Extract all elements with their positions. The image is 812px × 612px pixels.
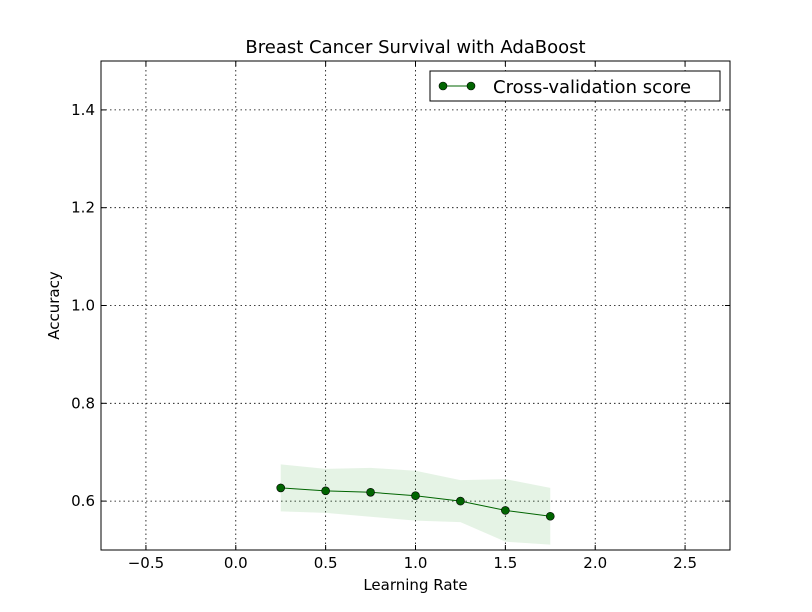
series-group (276, 483, 555, 521)
y-tick-label: 1.0 (71, 297, 95, 315)
x-tick-label: 1.5 (493, 554, 517, 572)
y-axis-label: Accuracy (45, 271, 63, 340)
x-axis-label: Learning Rate (363, 576, 467, 594)
x-tick-label: 2.5 (673, 554, 697, 572)
legend-marker (438, 81, 448, 91)
legend-label: Cross-validation score (493, 77, 691, 98)
x-tick-label: 0.5 (314, 554, 338, 572)
chart-title: Breast Cancer Survival with AdaBoost (245, 37, 585, 58)
y-tick-label: 1.4 (71, 101, 95, 119)
grid (101, 61, 730, 550)
y-tick-label: 1.2 (71, 199, 95, 217)
x-tick-label: 0.0 (224, 554, 248, 572)
data-point (456, 496, 465, 506)
y-tick-label: 0.8 (71, 394, 95, 412)
data-point (411, 491, 420, 501)
ticks: −0.5 0.0 0.5 1.0 1.5 2.0 2.5 0.6 0.8 1.0 1.2 1.4 (71, 61, 730, 572)
data-point (321, 486, 330, 496)
x-tick-label: −0.5 (128, 554, 164, 572)
data-point (276, 483, 286, 493)
data-point (366, 487, 375, 497)
y-tick-label: 0.6 (71, 492, 95, 510)
confidence-band-area (280, 464, 551, 545)
data-point (501, 506, 510, 515)
confidence-band (280, 464, 551, 545)
legend-marker (466, 81, 476, 91)
x-tick-label: 2.0 (583, 554, 607, 572)
data-point (545, 511, 555, 521)
legend: Cross-validation score (429, 70, 721, 102)
x-tick-label: 1.0 (404, 554, 428, 572)
legend-box (429, 70, 721, 102)
